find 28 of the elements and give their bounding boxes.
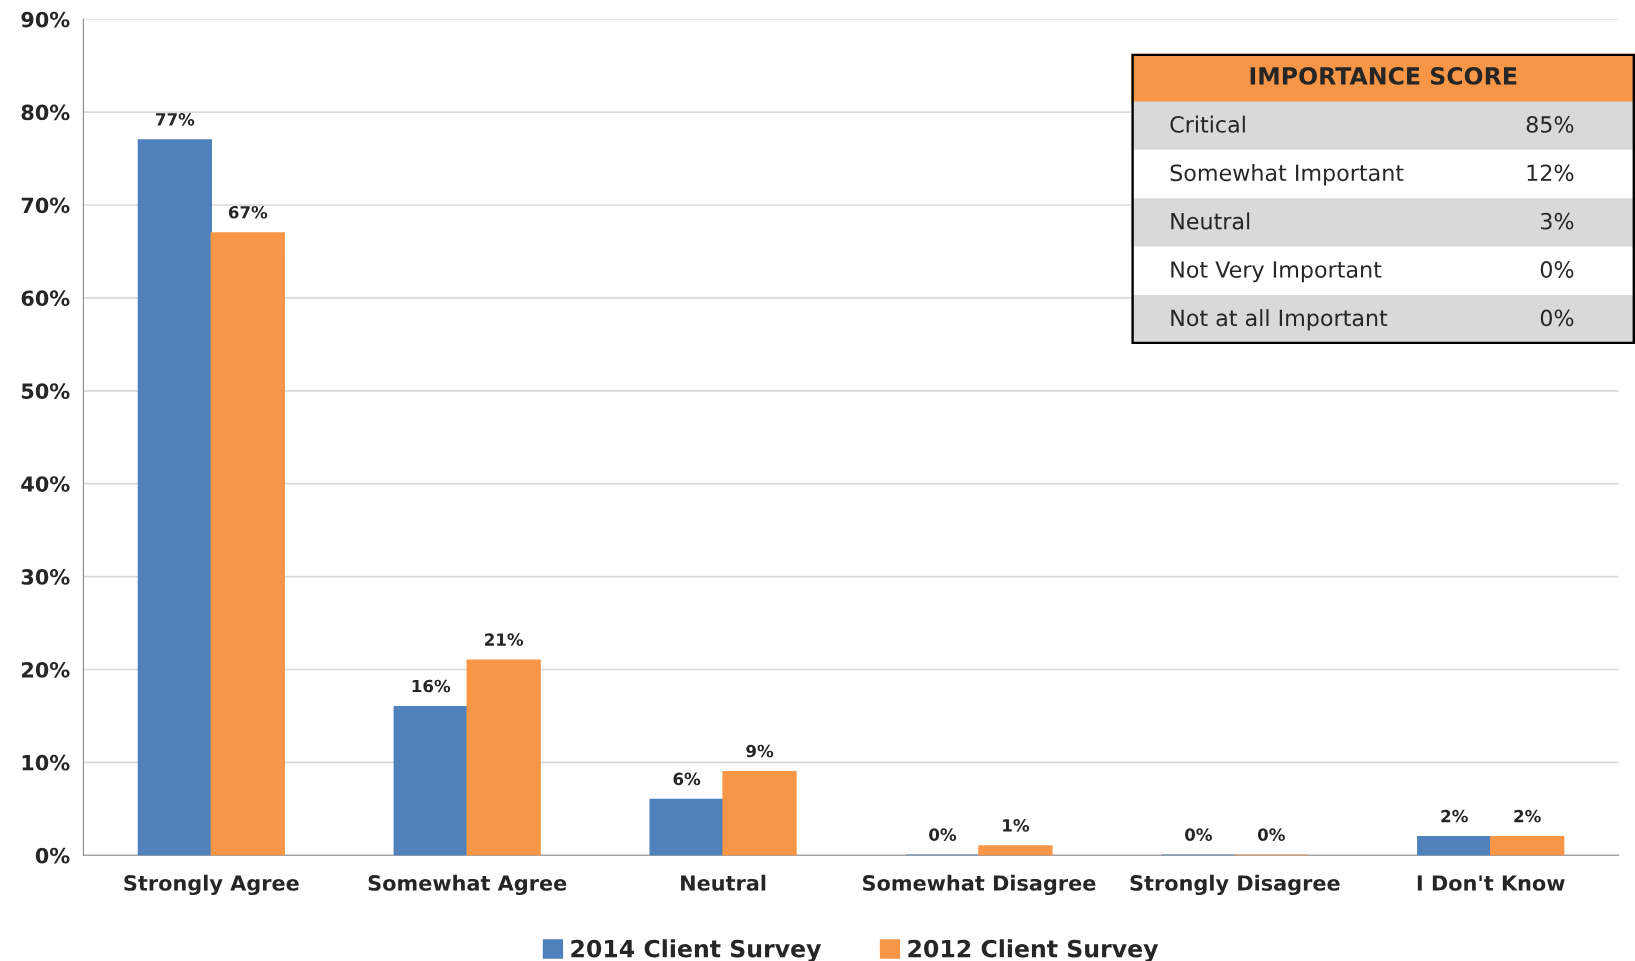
- y-tick-label: 70%: [21, 197, 70, 214]
- y-tick-label: 50%: [21, 383, 70, 400]
- y-tick-label: 80%: [21, 104, 70, 121]
- y-tick-label: 90%: [21, 11, 70, 28]
- data-label: 0%: [1185, 828, 1212, 841]
- data-label: 77%: [156, 113, 195, 126]
- y-tick-label: 40%: [21, 476, 70, 492]
- y-tick-label: 30%: [21, 569, 70, 585]
- data-label: 0%: [1257, 828, 1285, 841]
- data-label: 21%: [485, 633, 524, 646]
- data-label: 1%: [1003, 819, 1030, 832]
- data-label: 9%: [746, 744, 774, 758]
- data-label: 2%: [1514, 809, 1541, 823]
- x-tick-label: Strongly Agree: [124, 874, 299, 896]
- y-tick-label: 0%: [35, 847, 70, 864]
- x-tick-label: Neutral: [681, 874, 766, 891]
- x-tick-label: I Don't Know: [1417, 875, 1565, 891]
- y-tick-label: 10%: [22, 754, 70, 771]
- data-label: 2%: [1441, 809, 1468, 823]
- data-label: 16%: [412, 679, 451, 693]
- data-label: 6%: [673, 772, 701, 786]
- y-tick-label: 60%: [21, 290, 70, 307]
- x-tick-label: Somewhat Disagree: [863, 874, 1096, 896]
- data-label: 67%: [228, 205, 268, 219]
- x-tick-label: Strongly Disagree: [1130, 874, 1340, 896]
- y-tick-label: 20%: [21, 661, 70, 678]
- x-tick-label: Somewhat Agree: [368, 874, 567, 896]
- data-label: 0%: [929, 828, 957, 841]
